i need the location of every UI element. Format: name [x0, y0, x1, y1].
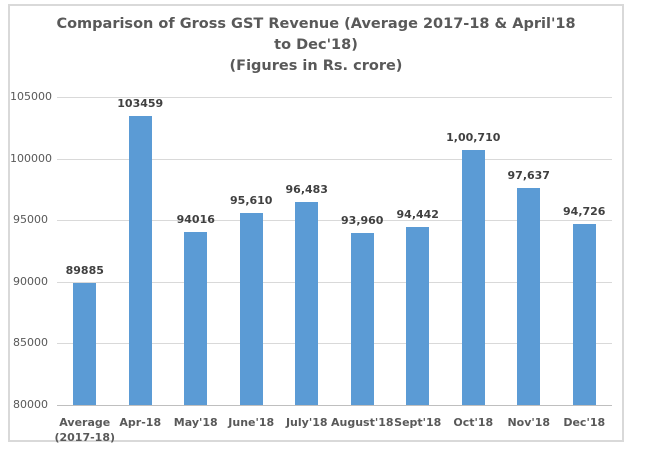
bar-data-label: 97,637 — [507, 168, 550, 182]
chart-frame: Comparison of Gross GST Revenue (Average… — [8, 4, 624, 445]
bar-data-label: 89885 — [65, 264, 104, 278]
x-category-label: Average (2017-18) — [40, 415, 130, 445]
x-category-label: Oct'18 — [428, 415, 518, 430]
x-category-label: May'18 — [151, 415, 241, 430]
y-tick-label-100000: 100000 — [10, 151, 52, 165]
y-tick-label-80000: 80000 — [13, 398, 48, 411]
bar-May'18 — [184, 232, 208, 405]
x-category-label-line: Apr-18 — [119, 416, 162, 429]
x-category-label-line: August'18 — [330, 416, 394, 429]
bar-data-label: 96,483 — [285, 182, 328, 196]
x-category-label: Apr-18 — [95, 415, 185, 430]
bar-data-label: 1,00,710 — [446, 130, 501, 144]
bar-Oct'18 — [461, 149, 485, 405]
bar-Sept'18 — [406, 227, 430, 405]
y-gridline-90000 — [57, 281, 612, 283]
x-category-label: June'18 — [206, 415, 296, 430]
y-tick-label-105000: 105000 — [10, 90, 52, 103]
bar-Nov'18 — [517, 187, 541, 405]
bar-data-label: 94,726 — [563, 204, 606, 218]
x-category-label-line: Average — [59, 416, 111, 429]
bar-data-label: 103459 — [117, 96, 164, 110]
y-tick-label-85000: 85000 — [13, 336, 48, 350]
x-category-label-line: (2017-18) — [54, 431, 116, 444]
x-category-label: Sept'18 — [373, 415, 463, 430]
x-category-label: July'18 — [262, 415, 352, 430]
y-tick-label-90000: 90000 — [13, 274, 48, 288]
x-category-label-line: Sept'18 — [394, 416, 442, 429]
x-category-label: Dec'18 — [539, 415, 629, 430]
y-gridline-95000 — [57, 220, 612, 222]
y-gridline-80000 — [57, 405, 612, 406]
chart-title-line-1: Comparison of Gross GST Revenue (Average… — [56, 16, 576, 32]
x-category-label-line: Oct'18 — [453, 416, 494, 429]
bar-data-label: 95,610 — [230, 193, 273, 207]
bar-Dec'18 — [572, 223, 596, 405]
bar-June'18 — [239, 212, 263, 405]
y-tick-label-95000: 95000 — [13, 213, 48, 227]
bar-July'18 — [295, 201, 319, 405]
x-category-label: Nov'18 — [484, 415, 574, 430]
x-category-label-line: Dec'18 — [563, 416, 606, 429]
x-category-label: August'18 — [317, 415, 407, 430]
chart-title-line-2: to Dec'18) — [274, 37, 358, 53]
chart-title-block: Comparison of Gross GST Revenue (Average… — [10, 14, 622, 77]
x-category-label-line: May'18 — [173, 416, 218, 429]
bar-data-label: 93,960 — [341, 214, 384, 227]
x-category-label-line: Nov'18 — [507, 416, 551, 429]
bar-data-label: 94,442 — [396, 208, 439, 222]
bar-Average (2017-18) — [73, 283, 97, 405]
y-gridline-85000 — [57, 343, 612, 345]
chart-subtitle: (Figures in Rs. crore) — [229, 58, 403, 74]
y-gridline-105000 — [57, 97, 612, 98]
x-category-label-line: July'18 — [285, 416, 328, 429]
bar-Apr-18 — [128, 115, 152, 405]
y-gridline-100000 — [57, 158, 612, 160]
bar-data-label: 94016 — [176, 213, 215, 227]
bar-August'18 — [350, 233, 374, 405]
x-category-label-line: June'18 — [228, 416, 275, 429]
